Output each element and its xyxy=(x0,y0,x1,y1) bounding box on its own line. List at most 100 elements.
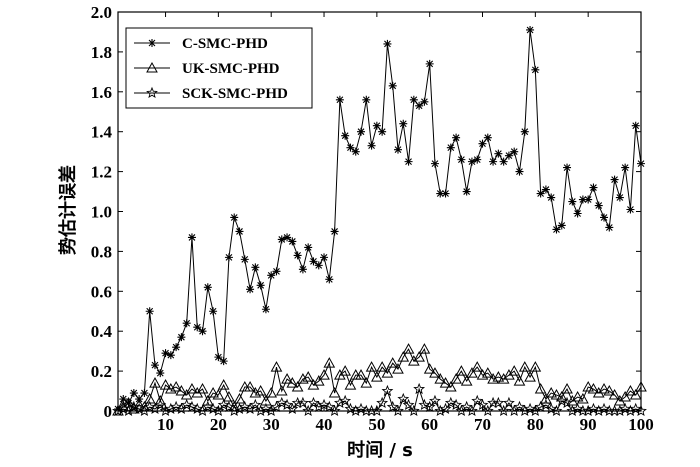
data-point xyxy=(508,404,521,417)
data-point xyxy=(288,237,297,246)
data-point xyxy=(246,285,255,294)
data-point xyxy=(582,381,595,392)
y-tick-label: 2.0 xyxy=(91,3,112,22)
series-uk-smc-phd xyxy=(112,343,647,416)
data-point xyxy=(376,396,389,409)
data-point xyxy=(265,404,278,417)
data-point xyxy=(351,147,360,156)
data-point xyxy=(298,265,307,274)
data-point xyxy=(466,404,478,417)
data-point xyxy=(434,373,447,384)
x-tick-label: 20 xyxy=(210,415,227,434)
data-point xyxy=(552,225,561,234)
data-point xyxy=(277,235,286,244)
data-point xyxy=(214,353,223,362)
data-point xyxy=(439,402,452,415)
data-point xyxy=(613,404,626,417)
data-point xyxy=(584,195,593,204)
data-point xyxy=(489,157,498,166)
x-tick-label: 100 xyxy=(628,415,654,434)
data-point xyxy=(355,369,367,380)
x-tick-label: 50 xyxy=(368,415,385,434)
legend-label: SCK-SMC-PHD xyxy=(182,86,288,102)
data-point xyxy=(608,389,621,400)
data-point xyxy=(328,387,341,398)
data-point xyxy=(573,209,582,218)
data-point xyxy=(186,383,198,394)
data-point xyxy=(508,365,521,376)
legend-label: C-SMC-PHD xyxy=(182,36,268,52)
data-point xyxy=(436,189,445,198)
data-point xyxy=(177,333,186,342)
data-point xyxy=(281,373,293,384)
data-point xyxy=(592,387,605,398)
data-point xyxy=(251,263,260,272)
data-point xyxy=(524,402,536,415)
data-point xyxy=(224,253,233,262)
data-point xyxy=(328,404,341,417)
data-point xyxy=(457,155,466,164)
data-point xyxy=(439,377,452,388)
data-point xyxy=(149,377,161,388)
data-point xyxy=(198,327,207,336)
data-point xyxy=(577,393,589,404)
data-point xyxy=(371,371,383,382)
data-point xyxy=(154,394,167,406)
data-point xyxy=(603,385,616,396)
data-point xyxy=(425,59,434,68)
data-point xyxy=(524,371,536,382)
data-point xyxy=(393,145,402,154)
data-point xyxy=(545,402,558,415)
legend: C-SMC-PHD UK-SMC-PHD SCK-SMC-PHD xyxy=(125,27,313,109)
data-point xyxy=(191,402,204,415)
series-c-smc-phd xyxy=(114,25,645,414)
data-point xyxy=(582,404,595,417)
y-tick-label: 1.8 xyxy=(91,43,112,62)
data-point xyxy=(191,387,204,398)
data-point xyxy=(561,383,573,394)
data-point xyxy=(455,404,468,417)
data-point xyxy=(503,369,515,380)
data-point xyxy=(399,119,408,128)
data-point xyxy=(320,253,329,262)
data-point xyxy=(217,398,230,411)
series-group xyxy=(112,25,647,417)
data-point xyxy=(254,404,267,417)
y-tick-label: 1.4 xyxy=(91,123,113,142)
data-point xyxy=(219,357,228,366)
data-point xyxy=(402,343,415,354)
data-point xyxy=(119,395,128,404)
data-point xyxy=(357,127,366,136)
data-point xyxy=(497,373,510,384)
data-point xyxy=(392,363,404,374)
data-point xyxy=(312,375,325,386)
data-point xyxy=(203,283,212,292)
data-point xyxy=(223,391,235,402)
data-point xyxy=(129,389,138,398)
data-point xyxy=(156,369,165,378)
data-point xyxy=(161,349,170,358)
data-point xyxy=(492,396,505,409)
data-point xyxy=(614,394,626,406)
data-point xyxy=(476,369,489,380)
data-point xyxy=(212,389,225,400)
data-point xyxy=(346,143,355,152)
x-tick-label: 10 xyxy=(157,415,174,434)
data-point xyxy=(626,205,635,214)
data-point xyxy=(212,404,225,417)
data-point xyxy=(547,193,556,202)
data-point xyxy=(270,400,283,413)
data-point xyxy=(296,396,309,409)
data-point xyxy=(504,151,513,160)
data-point xyxy=(330,227,339,236)
data-point xyxy=(302,404,315,417)
y-tick-label: 0.2 xyxy=(91,362,112,381)
data-point xyxy=(124,399,133,408)
x-tick-label: 60 xyxy=(421,415,438,434)
data-point xyxy=(566,394,579,406)
data-point xyxy=(244,402,256,415)
data-point xyxy=(378,127,387,136)
data-point xyxy=(402,398,415,411)
data-point xyxy=(571,402,584,415)
